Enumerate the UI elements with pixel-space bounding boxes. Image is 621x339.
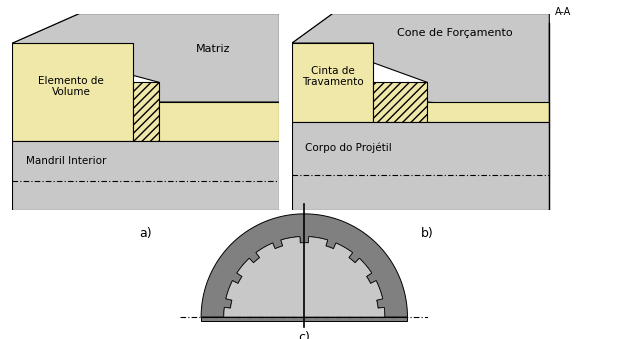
Polygon shape [12, 14, 79, 43]
Polygon shape [292, 122, 550, 210]
Polygon shape [12, 141, 279, 210]
Polygon shape [132, 82, 159, 141]
Text: c): c) [298, 332, 310, 339]
Text: Elemento de
Volume: Elemento de Volume [39, 76, 104, 97]
Polygon shape [159, 102, 279, 141]
Text: b): b) [421, 227, 433, 240]
Polygon shape [292, 14, 550, 112]
Text: a): a) [140, 227, 152, 240]
Polygon shape [12, 14, 279, 102]
Text: Cinta de
Travamento: Cinta de Travamento [302, 66, 363, 87]
Polygon shape [292, 14, 332, 43]
Polygon shape [12, 43, 132, 141]
Polygon shape [373, 82, 427, 122]
Text: Matriz: Matriz [196, 44, 230, 54]
Polygon shape [427, 102, 550, 122]
Text: Cone de Forçamento: Cone de Forçamento [397, 28, 512, 38]
Text: Corpo do Projétil: Corpo do Projétil [306, 142, 392, 153]
Polygon shape [201, 317, 407, 321]
Text: A-A: A-A [555, 6, 571, 17]
Polygon shape [292, 43, 373, 122]
Polygon shape [201, 214, 407, 317]
Polygon shape [224, 237, 385, 317]
Text: Mandril Interior: Mandril Interior [26, 156, 106, 166]
